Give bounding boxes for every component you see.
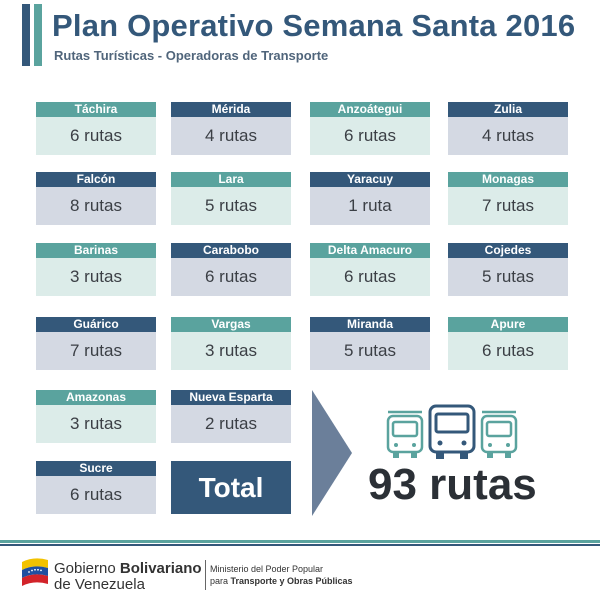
state-card-sucre: Sucre 6 rutas xyxy=(36,461,156,514)
header-accent-bar-secondary xyxy=(34,4,42,66)
state-name: Nueva Esparta xyxy=(171,390,291,405)
state-card-apure: Apure 6 rutas xyxy=(448,317,568,370)
state-routes: 6 rutas xyxy=(36,117,156,155)
state-name: Cojedes xyxy=(448,243,568,258)
state-name: Miranda xyxy=(310,317,430,332)
state-routes: 1 ruta xyxy=(310,187,430,225)
state-card-yaracuy: Yaracuy 1 ruta xyxy=(310,172,430,225)
state-card-carabobo: Carabobo 6 rutas xyxy=(171,243,291,296)
page-subtitle: Rutas Turísticas - Operadoras de Transpo… xyxy=(54,48,329,63)
state-card-nueva-esparta: Nueva Esparta 2 rutas xyxy=(171,390,291,443)
arrow-right-icon xyxy=(312,390,352,516)
state-name: Sucre xyxy=(36,461,156,476)
state-routes: 7 rutas xyxy=(448,187,568,225)
state-card-merida: Mérida 4 rutas xyxy=(171,102,291,155)
state-routes: 4 rutas xyxy=(171,117,291,155)
state-name: Monagas xyxy=(448,172,568,187)
state-card-guarico: Guárico 7 rutas xyxy=(36,317,156,370)
state-routes: 8 rutas xyxy=(36,187,156,225)
state-card-monagas: Monagas 7 rutas xyxy=(448,172,568,225)
state-name: Carabobo xyxy=(171,243,291,258)
state-name: Barinas xyxy=(36,243,156,258)
state-routes: 3 rutas xyxy=(36,258,156,296)
state-routes: 5 rutas xyxy=(310,332,430,370)
government-name-line2: de Venezuela xyxy=(54,576,145,593)
state-card-falcon: Falcón 8 rutas xyxy=(36,172,156,225)
government-name-bold: Bolivariano xyxy=(119,560,202,577)
state-card-anzoategui: Anzoátegui 6 rutas xyxy=(310,102,430,155)
state-name: Anzoátegui xyxy=(310,102,430,117)
government-name-prefix: Gobierno xyxy=(54,560,120,577)
state-name: Mérida xyxy=(171,102,291,117)
state-routes: 3 rutas xyxy=(171,332,291,370)
state-routes: 6 rutas xyxy=(310,117,430,155)
state-routes: 3 rutas xyxy=(36,405,156,443)
ministry-name-prefix: para xyxy=(210,576,231,586)
state-routes: 6 rutas xyxy=(448,332,568,370)
state-routes: 5 rutas xyxy=(448,258,568,296)
state-name: Lara xyxy=(171,172,291,187)
header-accent-bar xyxy=(22,4,30,66)
state-name: Vargas xyxy=(171,317,291,332)
state-card-barinas: Barinas 3 rutas xyxy=(36,243,156,296)
state-name: Amazonas xyxy=(36,390,156,405)
state-name: Delta Amacuro xyxy=(310,243,430,258)
state-card-cojedes: Cojedes 5 rutas xyxy=(448,243,568,296)
state-name: Falcón xyxy=(36,172,156,187)
state-card-delta-amacuro: Delta Amacuro 6 rutas xyxy=(310,243,430,296)
state-routes: 6 rutas xyxy=(310,258,430,296)
footer-vertical-divider xyxy=(205,560,206,590)
ministry-name-bold: Transporte y Obras Públicas xyxy=(230,576,353,586)
total-value: 93 rutas xyxy=(368,460,537,509)
state-card-zulia: Zulia 4 rutas xyxy=(448,102,568,155)
state-name: Táchira xyxy=(36,102,156,117)
state-routes: 7 rutas xyxy=(36,332,156,370)
state-card-lara: Lara 5 rutas xyxy=(171,172,291,225)
total-label: Total xyxy=(171,461,291,514)
state-routes: 6 rutas xyxy=(36,476,156,514)
state-routes: 2 rutas xyxy=(171,405,291,443)
state-card-tachira: Táchira 6 rutas xyxy=(36,102,156,155)
state-name: Guárico xyxy=(36,317,156,332)
venezuela-flag-icon xyxy=(22,558,48,586)
bus-icon xyxy=(386,404,518,459)
ministry-name-line2: para Transporte y Obras Públicas xyxy=(210,576,353,586)
state-name: Zulia xyxy=(448,102,568,117)
state-name: Yaracuy xyxy=(310,172,430,187)
state-routes: 4 rutas xyxy=(448,117,568,155)
page-title: Plan Operativo Semana Santa 2016 xyxy=(52,8,576,43)
footer-divider xyxy=(0,540,600,543)
ministry-name-line1: Ministerio del Poder Popular xyxy=(210,564,324,574)
government-name-line1: Gobierno Bolivariano xyxy=(54,560,202,577)
state-routes: 5 rutas xyxy=(171,187,291,225)
state-card-amazonas: Amazonas 3 rutas xyxy=(36,390,156,443)
state-card-vargas: Vargas 3 rutas xyxy=(171,317,291,370)
state-routes: 6 rutas xyxy=(171,258,291,296)
state-card-miranda: Miranda 5 rutas xyxy=(310,317,430,370)
footer-divider-secondary xyxy=(0,544,600,546)
state-name: Apure xyxy=(448,317,568,332)
